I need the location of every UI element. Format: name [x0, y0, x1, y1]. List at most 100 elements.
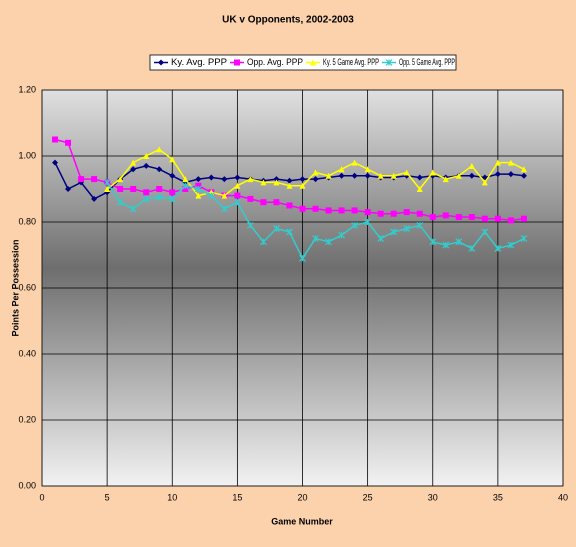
legend-marker — [234, 59, 240, 66]
y-tick-label: 1.00 — [18, 150, 36, 160]
data-point — [260, 238, 267, 246]
data-point — [338, 172, 345, 179]
data-point — [364, 172, 371, 179]
data-point — [325, 172, 332, 179]
legend-label: Ky. 5 Game Avg. PPP — [323, 57, 379, 67]
data-point — [455, 172, 462, 179]
data-point — [273, 179, 280, 186]
data-point — [169, 189, 176, 196]
data-point — [234, 174, 241, 181]
data-point — [338, 231, 345, 239]
data-point — [195, 192, 202, 199]
data-point — [312, 176, 319, 183]
data-point — [168, 195, 176, 203]
data-point — [286, 177, 293, 184]
x-tick-label: 25 — [363, 492, 373, 502]
data-point — [338, 207, 345, 214]
data-point — [286, 228, 293, 236]
y-tick-label: 0.00 — [18, 480, 36, 490]
data-point — [156, 146, 163, 153]
data-point — [481, 179, 488, 186]
data-point — [299, 254, 306, 262]
data-point — [377, 172, 384, 179]
data-point — [507, 217, 514, 224]
x-tick-label: 0 — [39, 492, 44, 502]
data-point — [143, 153, 150, 159]
data-point — [130, 159, 137, 166]
data-point — [403, 225, 411, 233]
data-point — [455, 214, 462, 221]
data-point — [286, 202, 293, 209]
legend-marker — [158, 59, 164, 66]
data-point — [416, 221, 424, 229]
x-tick-label: 35 — [493, 492, 503, 502]
data-point — [468, 172, 475, 179]
data-point — [468, 214, 475, 221]
data-point — [195, 176, 202, 183]
data-point — [299, 176, 306, 183]
data-point — [156, 186, 163, 192]
data-point — [78, 176, 85, 183]
y-tick-label: 1.20 — [18, 84, 36, 94]
data-point — [416, 210, 423, 217]
data-point — [143, 189, 150, 196]
data-point — [429, 238, 437, 246]
data-point — [429, 169, 436, 176]
data-point — [364, 218, 372, 226]
y-tick-label: 0.80 — [18, 216, 36, 226]
y-tick-label: 0.20 — [18, 414, 36, 424]
data-point — [299, 205, 306, 212]
data-point — [507, 159, 514, 166]
data-point — [520, 166, 527, 173]
data-point — [155, 193, 163, 201]
data-point — [299, 182, 306, 189]
x-tick-label: 15 — [232, 492, 242, 502]
data-point — [221, 192, 228, 199]
data-point — [104, 186, 111, 192]
data-point — [312, 235, 319, 242]
data-point — [91, 176, 98, 183]
legend-label: Ky. Avg. PPP — [171, 57, 227, 67]
data-point — [117, 176, 124, 183]
data-point — [312, 169, 319, 176]
data-point — [246, 221, 254, 229]
data-point — [233, 198, 241, 206]
x-axis-title: Game Number — [271, 516, 333, 526]
data-point — [65, 139, 72, 146]
data-point — [416, 186, 423, 192]
data-point — [234, 182, 241, 189]
data-point — [390, 210, 397, 217]
data-point — [91, 195, 98, 202]
legend-label: Opp. Avg. PPP — [247, 57, 303, 67]
data-point — [273, 225, 280, 233]
data-point — [247, 176, 254, 183]
data-point — [182, 176, 189, 183]
x-tick-label: 40 — [558, 492, 568, 502]
data-point — [181, 182, 189, 190]
data-point — [130, 166, 137, 173]
data-point — [117, 186, 124, 192]
data-point — [351, 172, 358, 179]
data-point — [377, 210, 384, 217]
data-point — [260, 179, 267, 186]
data-point — [351, 159, 358, 166]
data-point — [507, 171, 514, 178]
data-point — [442, 212, 449, 219]
data-point — [455, 238, 463, 246]
x-tick-label: 30 — [428, 492, 438, 502]
data-point — [494, 215, 501, 222]
y-tick-label: 0.60 — [18, 282, 36, 292]
data-point — [481, 228, 489, 236]
data-point — [494, 159, 501, 166]
data-point — [390, 172, 397, 179]
data-point — [194, 185, 202, 193]
data-point — [143, 162, 150, 169]
legend-marker — [385, 59, 393, 66]
data-point — [468, 162, 475, 169]
data-point — [169, 172, 176, 179]
data-point — [520, 235, 528, 242]
data-point — [142, 195, 150, 203]
data-point — [52, 159, 59, 166]
x-tick-label: 20 — [297, 492, 307, 502]
